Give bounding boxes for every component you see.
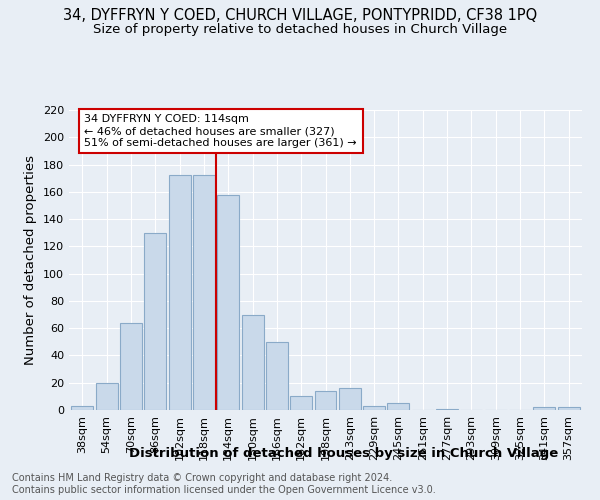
Bar [290, 396, 312, 410]
Bar [120, 322, 142, 410]
Bar [193, 176, 215, 410]
Bar [557, 408, 580, 410]
Bar [242, 314, 263, 410]
Bar [266, 342, 288, 410]
Y-axis label: Number of detached properties: Number of detached properties [25, 155, 37, 365]
Text: Size of property relative to detached houses in Church Village: Size of property relative to detached ho… [93, 22, 507, 36]
Bar [363, 406, 385, 410]
Bar [533, 408, 555, 410]
Text: Distribution of detached houses by size in Church Village: Distribution of detached houses by size … [128, 448, 558, 460]
Bar [145, 232, 166, 410]
Bar [436, 408, 458, 410]
Text: Contains HM Land Registry data © Crown copyright and database right 2024.
Contai: Contains HM Land Registry data © Crown c… [12, 474, 436, 495]
Bar [314, 391, 337, 410]
Bar [339, 388, 361, 410]
Bar [71, 406, 94, 410]
Text: 34, DYFFRYN Y COED, CHURCH VILLAGE, PONTYPRIDD, CF38 1PQ: 34, DYFFRYN Y COED, CHURCH VILLAGE, PONT… [63, 8, 537, 22]
Bar [388, 403, 409, 410]
Text: 34 DYFFRYN Y COED: 114sqm
← 46% of detached houses are smaller (327)
51% of semi: 34 DYFFRYN Y COED: 114sqm ← 46% of detac… [85, 114, 357, 148]
Bar [169, 176, 191, 410]
Bar [217, 194, 239, 410]
Bar [96, 382, 118, 410]
